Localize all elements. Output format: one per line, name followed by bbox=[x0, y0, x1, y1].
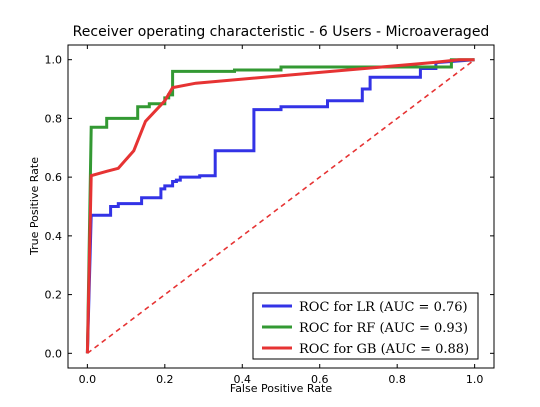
legend-label: ROC for LR (AUC = 0.76) bbox=[299, 300, 468, 315]
chart-title: Receiver operating characteristic - 6 Us… bbox=[73, 24, 490, 40]
x-tick-label: 0.0 bbox=[79, 373, 97, 386]
y-tick-label: 0.8 bbox=[45, 112, 63, 125]
y-axis-label: True Positive Rate bbox=[28, 157, 41, 256]
series-line-0 bbox=[85, 58, 475, 354]
y-tick-label: 1.0 bbox=[45, 54, 63, 67]
y-tick-label: 0.6 bbox=[45, 171, 63, 184]
x-tick-label: 0.2 bbox=[156, 373, 174, 386]
legend-label: ROC for RF (AUC = 0.93) bbox=[299, 321, 468, 336]
axis-ticks: 0.0 0.2 0.4 0.6 0.8 1.0 0.0 0.2 0.4 0.6 0.8 1.0 bbox=[45, 45, 494, 386]
x-tick-label: 1.0 bbox=[466, 373, 484, 386]
x-tick-label: 0.4 bbox=[234, 373, 252, 386]
y-tick-label: 0.4 bbox=[45, 230, 63, 243]
x-tick-label: 0.6 bbox=[311, 373, 329, 386]
legend-label: ROC for GB (AUC = 0.88) bbox=[299, 342, 469, 357]
x-tick-label: 0.8 bbox=[388, 373, 406, 386]
series-line-2 bbox=[85, 58, 475, 354]
x-axis-label: False Positive Rate bbox=[230, 382, 332, 395]
series-layer bbox=[85, 58, 476, 354]
y-tick-label: 0.0 bbox=[45, 347, 63, 360]
legend: ROC for LR (AUC = 0.76) ROC for RF (AUC =… bbox=[252, 292, 479, 360]
y-tick-label: 0.2 bbox=[45, 289, 63, 302]
